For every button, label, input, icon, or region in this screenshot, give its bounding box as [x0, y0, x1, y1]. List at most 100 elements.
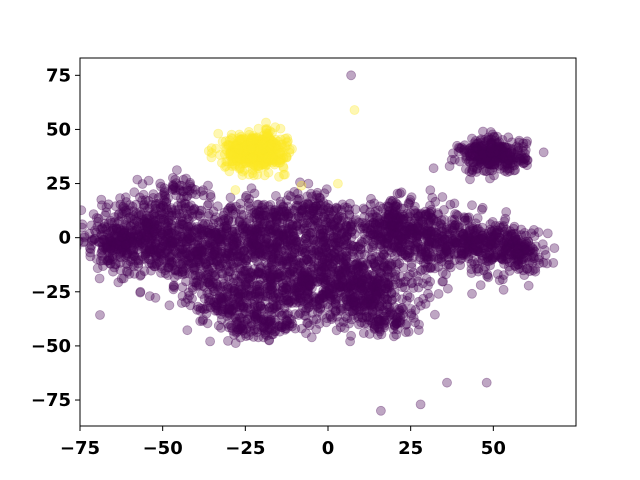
scatter-point-series-0 — [282, 316, 292, 326]
points-layer — [80, 70, 560, 416]
scatter-point-series-0 — [160, 234, 171, 245]
y-tick-label: −50 — [31, 336, 71, 357]
scatter-point-series-0 — [183, 211, 194, 222]
scatter-point-series-0 — [152, 244, 163, 255]
scatter-point-series-0 — [120, 234, 130, 245]
scatter-point-series-0 — [129, 218, 140, 229]
scatter-point-series-0 — [191, 222, 202, 232]
scatter-point-series-1 — [349, 105, 360, 115]
scatter-point-series-0 — [106, 217, 117, 228]
scatter-point-series-0 — [80, 205, 87, 216]
scatter-point-series-0 — [161, 196, 172, 207]
scatter-point-series-0 — [220, 248, 231, 259]
scatter-point-series-0 — [120, 245, 131, 256]
scatter-point-series-0 — [139, 253, 150, 264]
scatter-point-series-0 — [174, 219, 185, 230]
scatter-point-series-0 — [163, 225, 173, 236]
scatter-point-series-0 — [225, 266, 236, 277]
scatter-point-series-0 — [421, 273, 432, 284]
scatter-point-series-0 — [176, 200, 187, 211]
scatter-point-series-0 — [119, 225, 130, 236]
scatter-point-series-0 — [279, 206, 290, 217]
scatter-point-series-0 — [124, 241, 135, 252]
scatter-point-series-0 — [189, 203, 200, 214]
scatter-point-series-0 — [165, 237, 176, 248]
scatter-point-series-0 — [375, 251, 386, 262]
scatter-point-series-0 — [143, 221, 154, 232]
scatter-point-series-0 — [133, 229, 144, 240]
scatter-point-series-0 — [163, 215, 174, 226]
scatter-point-series-0 — [122, 248, 133, 258]
scatter-point-series-0 — [110, 201, 121, 212]
scatter-point-series-0 — [159, 212, 169, 222]
scatter-point-series-0 — [145, 223, 156, 234]
scatter-point-series-1 — [253, 161, 264, 171]
scatter-point-series-0 — [119, 228, 129, 239]
scatter-point-series-0 — [139, 202, 150, 213]
scatter-point-series-0 — [115, 199, 126, 210]
scatter-point-series-0 — [118, 246, 129, 256]
scatter-point-series-0 — [146, 233, 157, 243]
scatter-point-series-0 — [143, 218, 154, 229]
scatter-point-series-0 — [159, 183, 170, 194]
scatter-point-series-0 — [96, 194, 107, 205]
scatter-point-series-0 — [111, 250, 122, 260]
scatter-point-series-0 — [466, 167, 477, 178]
scatter-point-series-0 — [333, 212, 344, 223]
scatter-point-series-0 — [177, 234, 188, 244]
scatter-point-series-0 — [519, 270, 530, 281]
scatter-point-series-0 — [130, 236, 141, 246]
scatter-point-series-0 — [100, 210, 111, 221]
scatter-point-series-0 — [115, 193, 125, 204]
scatter-point-series-0 — [121, 252, 131, 263]
scatter-point-series-0 — [105, 226, 115, 237]
scatter-point-series-0 — [146, 240, 157, 251]
scatter-point-series-0 — [98, 231, 108, 242]
scatter-point-series-0 — [181, 182, 192, 193]
scatter-point-series-0 — [549, 243, 560, 254]
scatter-point-series-0 — [150, 251, 161, 262]
scatter-point-series-0 — [324, 283, 334, 293]
scatter-point-series-0 — [439, 204, 449, 215]
scatter-point-series-0 — [135, 270, 146, 281]
scatter-point-series-0 — [324, 228, 335, 239]
scatter-point-series-0 — [366, 193, 376, 204]
scatter-point-series-0 — [111, 224, 122, 235]
scatter-point-series-0 — [125, 211, 136, 222]
scatter-point-series-1 — [224, 166, 235, 177]
scatter-point-series-0 — [106, 236, 116, 247]
scatter-point-series-0 — [187, 208, 198, 219]
scatter-point-series-0 — [170, 264, 180, 275]
scatter-point-series-0 — [89, 234, 100, 245]
scatter-point-series-0 — [115, 265, 126, 275]
scatter-point-series-0 — [147, 231, 157, 242]
scatter-point-series-1 — [230, 185, 241, 195]
scatter-point-series-0 — [396, 187, 407, 198]
scatter-point-series-0 — [398, 262, 409, 273]
scatter-point-series-0 — [152, 234, 163, 245]
scatter-point-series-1 — [296, 180, 307, 191]
scatter-point-series-0 — [425, 185, 436, 196]
scatter-point-series-0 — [255, 300, 266, 311]
scatter-point-series-0 — [180, 202, 191, 213]
scatter-point-series-0 — [152, 222, 163, 233]
scatter-point-series-0 — [111, 238, 121, 249]
scatter-point-series-0 — [107, 238, 117, 249]
scatter-point-series-0 — [133, 209, 144, 220]
scatter-point-series-0 — [476, 204, 487, 215]
scatter-point-series-0 — [109, 217, 120, 228]
scatter-point-series-0 — [386, 259, 397, 270]
scatter-point-series-0 — [548, 257, 559, 268]
scatter-point-series-0 — [109, 262, 120, 273]
scatter-point-series-0 — [143, 175, 154, 186]
scatter-point-series-0 — [203, 180, 213, 191]
scatter-point-series-0 — [341, 250, 352, 261]
scatter-point-series-0 — [185, 252, 196, 263]
scatter-point-series-0 — [160, 265, 171, 276]
scatter-point-series-0 — [80, 222, 87, 233]
scatter-point-series-0 — [397, 303, 408, 313]
scatter-point-series-0 — [140, 195, 151, 206]
scatter-point-series-0 — [117, 242, 128, 253]
scatter-point-series-0 — [85, 243, 95, 254]
scatter-point-series-0 — [166, 228, 177, 239]
